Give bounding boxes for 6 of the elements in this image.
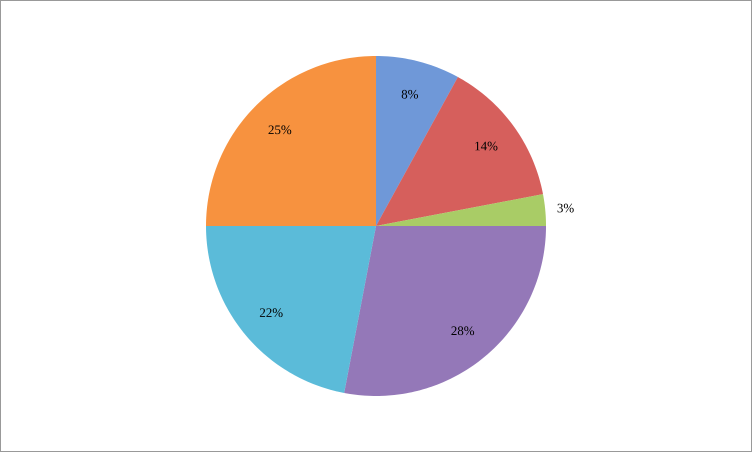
data-label: 28% bbox=[451, 326, 474, 336]
data-label: 22% bbox=[260, 308, 283, 318]
data-label: 25% bbox=[268, 125, 292, 134]
data-label: 3% bbox=[558, 204, 574, 212]
data-label: 8% bbox=[402, 90, 418, 99]
data-label: 14% bbox=[475, 142, 498, 150]
